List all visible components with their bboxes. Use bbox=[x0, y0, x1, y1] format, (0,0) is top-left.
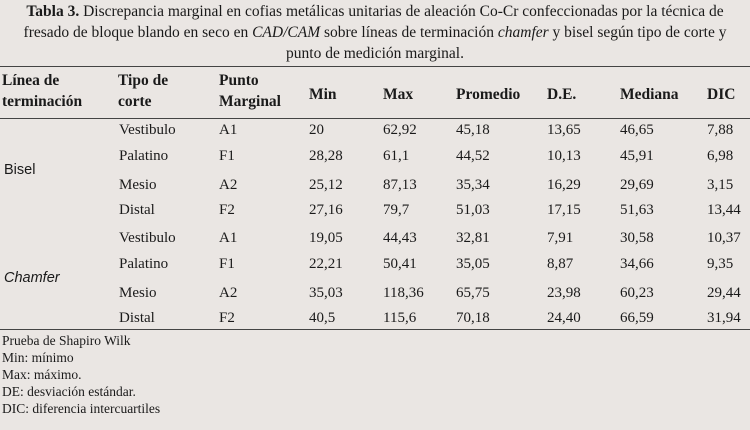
cell-promedio: 70,18 bbox=[456, 310, 490, 326]
cell-de: 8,87 bbox=[547, 256, 574, 272]
cell-dic: 13,44 bbox=[707, 202, 741, 218]
cell-de: 17,15 bbox=[547, 202, 581, 218]
caption-cadcam: CAD/CAM bbox=[252, 24, 321, 41]
header-de: D.E. bbox=[547, 86, 577, 103]
cell-mediana: 34,66 bbox=[620, 256, 654, 272]
cell-min: 25,12 bbox=[309, 177, 343, 193]
cell-min: 27,16 bbox=[309, 202, 343, 218]
cell-corte: Mesio bbox=[119, 285, 157, 301]
cell-dic: 6,98 bbox=[707, 148, 734, 164]
cell-max: 115,6 bbox=[383, 310, 417, 326]
table-label: Tabla 3. bbox=[26, 3, 80, 20]
cell-mediana: 66,59 bbox=[620, 310, 654, 326]
header-punto: Punto Marginal bbox=[219, 70, 281, 112]
header-tipo-line1: Tipo de bbox=[118, 72, 169, 89]
header-max: Max bbox=[383, 86, 414, 103]
cell-min: 40,5 bbox=[309, 310, 336, 326]
cell-de: 24,40 bbox=[547, 310, 581, 326]
note-dic: DIC: diferencia intercuartiles bbox=[2, 401, 161, 416]
note-min: Min: mínimo bbox=[2, 350, 74, 365]
cell-min: 19,05 bbox=[309, 230, 343, 246]
header-mediana: Mediana bbox=[620, 86, 679, 103]
header-tipo: Tipo de corte bbox=[118, 70, 168, 112]
cell-promedio: 32,81 bbox=[456, 230, 490, 246]
cell-punto: A1 bbox=[219, 230, 238, 246]
cell-mediana: 60,23 bbox=[620, 285, 654, 301]
cell-de: 7,91 bbox=[547, 230, 574, 246]
caption-text-1: Discrepancia marginal en cofias metálica… bbox=[23, 3, 724, 41]
cell-promedio: 45,18 bbox=[456, 122, 490, 138]
cell-punto: A2 bbox=[219, 285, 238, 301]
top-rule bbox=[0, 66, 750, 67]
cell-punto: F2 bbox=[219, 310, 235, 326]
cell-mediana: 46,65 bbox=[620, 122, 654, 138]
cell-max: 44,43 bbox=[383, 230, 417, 246]
cell-dic: 31,94 bbox=[707, 310, 741, 326]
header-dic: DIC bbox=[707, 86, 736, 103]
cell-promedio: 35,05 bbox=[456, 256, 490, 272]
cell-min: 20 bbox=[309, 122, 324, 138]
cell-dic: 10,37 bbox=[707, 230, 741, 246]
cell-promedio: 51,03 bbox=[456, 202, 490, 218]
note-max: Max: máximo. bbox=[2, 367, 82, 382]
group-label-bisel: Bisel bbox=[4, 162, 36, 178]
header-punto-line1: Punto bbox=[219, 72, 259, 89]
cell-dic: 3,15 bbox=[707, 177, 734, 193]
cell-mediana: 51,63 bbox=[620, 202, 654, 218]
cell-max: 87,13 bbox=[383, 177, 417, 193]
header-min: Min bbox=[309, 86, 337, 103]
cell-mediana: 30,58 bbox=[620, 230, 654, 246]
header-linea-line2: terminación bbox=[2, 93, 83, 110]
cell-corte: Distal bbox=[119, 310, 155, 326]
cell-mediana: 45,91 bbox=[620, 148, 654, 164]
cell-min: 22,21 bbox=[309, 256, 343, 272]
header-promedio: Promedio bbox=[456, 86, 521, 103]
cell-de: 13,65 bbox=[547, 122, 581, 138]
note-shapiro: Prueba de Shapiro Wilk bbox=[2, 333, 131, 348]
cell-max: 61,1 bbox=[383, 148, 410, 164]
table-caption: Tabla 3. Discrepancia marginal en cofias… bbox=[6, 1, 744, 64]
cell-mediana: 29,69 bbox=[620, 177, 654, 193]
cell-corte: Mesio bbox=[119, 177, 157, 193]
cell-max: 79,7 bbox=[383, 202, 410, 218]
header-tipo-line2: corte bbox=[118, 93, 152, 110]
cell-corte: Palatino bbox=[119, 256, 169, 272]
cell-promedio: 44,52 bbox=[456, 148, 490, 164]
cell-corte: Palatino bbox=[119, 148, 169, 164]
cell-max: 50,41 bbox=[383, 256, 417, 272]
cell-dic: 9,35 bbox=[707, 256, 734, 272]
bottom-rule bbox=[0, 329, 750, 330]
cell-max: 118,36 bbox=[383, 285, 424, 301]
header-rule bbox=[0, 118, 750, 119]
cell-dic: 7,88 bbox=[707, 122, 734, 138]
cell-punto: F1 bbox=[219, 148, 235, 164]
cell-corte: Vestibulo bbox=[119, 122, 176, 138]
cell-promedio: 65,75 bbox=[456, 285, 490, 301]
cell-de: 10,13 bbox=[547, 148, 581, 164]
cell-de: 16,29 bbox=[547, 177, 581, 193]
header-linea: Línea de terminación bbox=[2, 70, 82, 112]
cell-punto: F2 bbox=[219, 202, 235, 218]
cell-corte: Vestibulo bbox=[119, 230, 176, 246]
cell-punto: A1 bbox=[219, 122, 238, 138]
caption-text-2: sobre líneas de terminación bbox=[320, 24, 498, 41]
caption-text-3: y bisel según tipo de corte y punto de m… bbox=[286, 24, 727, 62]
cell-punto: A2 bbox=[219, 177, 238, 193]
cell-min: 28,28 bbox=[309, 148, 343, 164]
cell-dic: 29,44 bbox=[707, 285, 741, 301]
group-label-chamfer: Chamfer bbox=[4, 270, 60, 286]
header-linea-line1: Línea de bbox=[2, 72, 60, 89]
cell-punto: F1 bbox=[219, 256, 235, 272]
cell-min: 35,03 bbox=[309, 285, 343, 301]
caption-chamfer: chamfer bbox=[497, 24, 549, 41]
cell-de: 23,98 bbox=[547, 285, 581, 301]
cell-max: 62,92 bbox=[383, 122, 417, 138]
cell-corte: Distal bbox=[119, 202, 155, 218]
header-punto-line2: Marginal bbox=[219, 93, 281, 110]
cell-promedio: 35,34 bbox=[456, 177, 490, 193]
note-de: DE: desviación estándar. bbox=[2, 384, 136, 399]
